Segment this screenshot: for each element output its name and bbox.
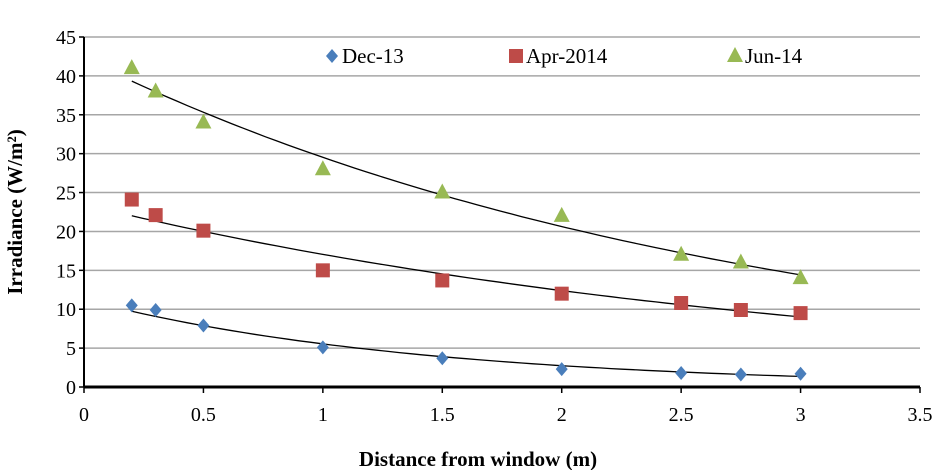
x-tick-label: 1 <box>318 404 328 426</box>
data-points <box>123 59 809 382</box>
data-point <box>124 192 139 207</box>
x-tick-label: 0.5 <box>191 404 216 426</box>
x-tick-label: 2.5 <box>669 404 694 426</box>
legend-label: Jun-14 <box>745 44 803 68</box>
x-tick-label: 0 <box>79 404 89 426</box>
legend: Dec-13 Apr-2014 Jun-14 <box>326 44 803 68</box>
legend-label: Apr-2014 <box>526 44 608 68</box>
y-axis-label: Irradiance (W/m²) <box>3 129 27 295</box>
trendline-apr-2014 <box>131 215 801 318</box>
y-tick-label: 40 <box>56 66 76 88</box>
y-tick-label: 5 <box>66 338 76 360</box>
y-tick-label: 30 <box>56 144 76 166</box>
y-tick-label: 45 <box>56 27 76 49</box>
data-point <box>674 296 689 310</box>
data-point <box>123 59 140 75</box>
x-tick-label: 3.5 <box>908 404 933 426</box>
data-point <box>436 351 449 366</box>
axes: 0 5 10 15 20 25 30 35 40 45 0 0.5 1 1.5 2 2.5 3 3.5 <box>56 27 933 426</box>
y-tick-label: 15 <box>56 260 76 282</box>
trendline-jun-14 <box>131 80 801 276</box>
data-point <box>555 362 568 377</box>
data-point <box>148 208 163 223</box>
trendline-dec-13 <box>131 310 801 378</box>
gridlines <box>84 36 920 349</box>
legend-marker <box>509 49 523 63</box>
legend-marker <box>727 47 743 62</box>
y-tick-label: 10 <box>56 299 76 321</box>
data-point <box>147 82 164 98</box>
data-point <box>435 273 450 288</box>
data-point <box>149 303 162 317</box>
y-tick-label: 35 <box>56 105 76 127</box>
data-point <box>314 160 331 176</box>
data-point <box>794 366 807 381</box>
data-point <box>732 253 749 269</box>
legend-marker <box>326 49 338 63</box>
data-point <box>675 366 688 380</box>
data-point <box>734 367 747 382</box>
x-axis-label: Distance from window (m) <box>359 447 597 470</box>
data-point <box>434 183 451 199</box>
y-tick-label: 20 <box>56 221 76 243</box>
x-tick-label: 1.5 <box>430 404 455 426</box>
data-point <box>792 269 809 285</box>
trendlines <box>131 80 801 378</box>
data-point <box>733 303 748 317</box>
y-tick-label: 0 <box>66 377 76 399</box>
data-point <box>125 298 138 313</box>
data-point <box>553 206 570 222</box>
data-point <box>673 245 690 261</box>
y-tick-label: 25 <box>56 183 76 205</box>
data-point <box>196 223 211 238</box>
legend-label: Dec-13 <box>342 44 404 68</box>
data-point <box>793 306 808 321</box>
data-point <box>316 340 329 355</box>
data-point <box>195 113 212 129</box>
x-tick-label: 3 <box>796 404 806 426</box>
data-point <box>197 318 210 333</box>
data-point <box>554 286 569 301</box>
x-tick-label: 2 <box>557 404 567 426</box>
data-point <box>315 263 330 278</box>
